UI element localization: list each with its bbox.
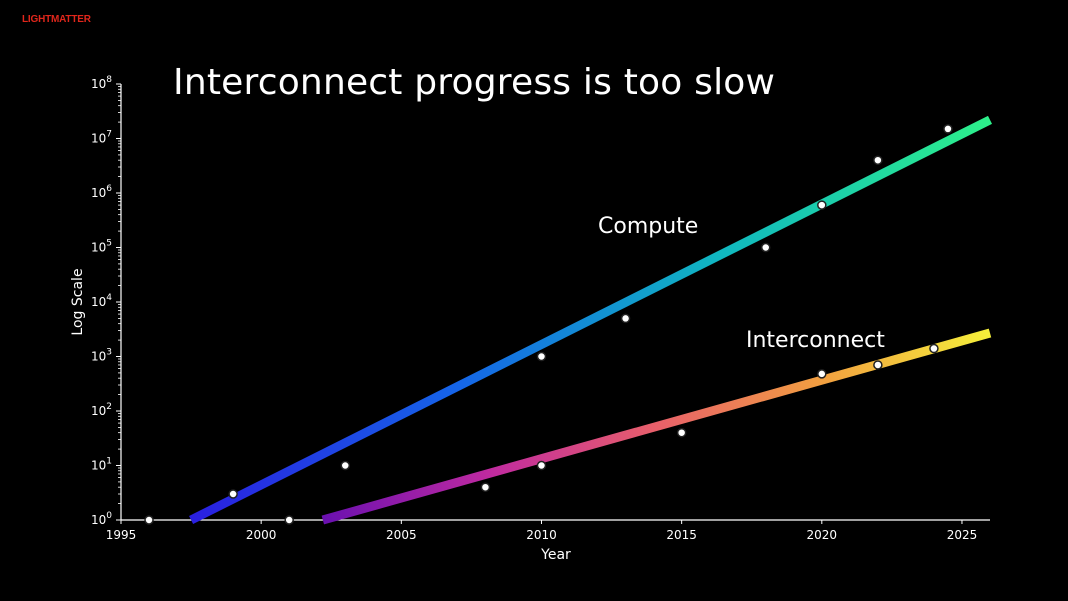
data-point-compute (873, 155, 883, 165)
chart-title: Interconnect progress is too slow (173, 62, 776, 103)
x-tick-label: 2010 (526, 528, 557, 542)
y-tick-label: 104 (91, 293, 112, 309)
x-tick-label: 2005 (386, 528, 417, 542)
data-point-interconnect (929, 343, 939, 354)
data-point-compute (536, 351, 547, 362)
y-tick-label: 100 (91, 511, 112, 527)
y-tick-label: 101 (91, 457, 112, 473)
x-tick-label: 2000 (246, 528, 277, 542)
data-point-interconnect (480, 482, 491, 492)
series-label-compute: Compute (598, 214, 698, 239)
data-point-compute (340, 460, 351, 471)
data-point-compute (943, 124, 953, 134)
y-tick-label: 107 (91, 130, 112, 146)
y-tick-label: 103 (91, 348, 112, 364)
data-point-compute (760, 242, 771, 253)
y-tick-label: 108 (91, 75, 112, 91)
x-axis-label: Year (540, 547, 571, 563)
data-point-interconnect (873, 360, 883, 370)
data-point-interconnect (536, 460, 547, 471)
x-tick-label: 2015 (666, 528, 697, 542)
x-tick-label: 1995 (106, 528, 137, 542)
data-point-interconnect (676, 427, 687, 438)
data-point-compute (228, 489, 238, 499)
x-tick-label: 2020 (807, 528, 838, 542)
trend-line-compute (189, 115, 993, 525)
y-axis-label: Log Scale (70, 268, 86, 335)
y-tick-label: 102 (91, 402, 112, 418)
x-tick-label: 2025 (947, 528, 978, 542)
y-tick-label: 105 (91, 239, 112, 255)
lightmatter-logo: LIGHTMATTER (22, 14, 91, 25)
data-point-compute (817, 200, 827, 210)
y-tick-label: 106 (91, 184, 112, 200)
trend-line-interconnect (321, 328, 992, 525)
series-label-interconnect: Interconnect (746, 328, 885, 353)
data-point-compute (144, 515, 154, 525)
data-point-compute (620, 313, 631, 324)
data-point-compute (284, 515, 294, 525)
data-point-interconnect (817, 369, 827, 379)
